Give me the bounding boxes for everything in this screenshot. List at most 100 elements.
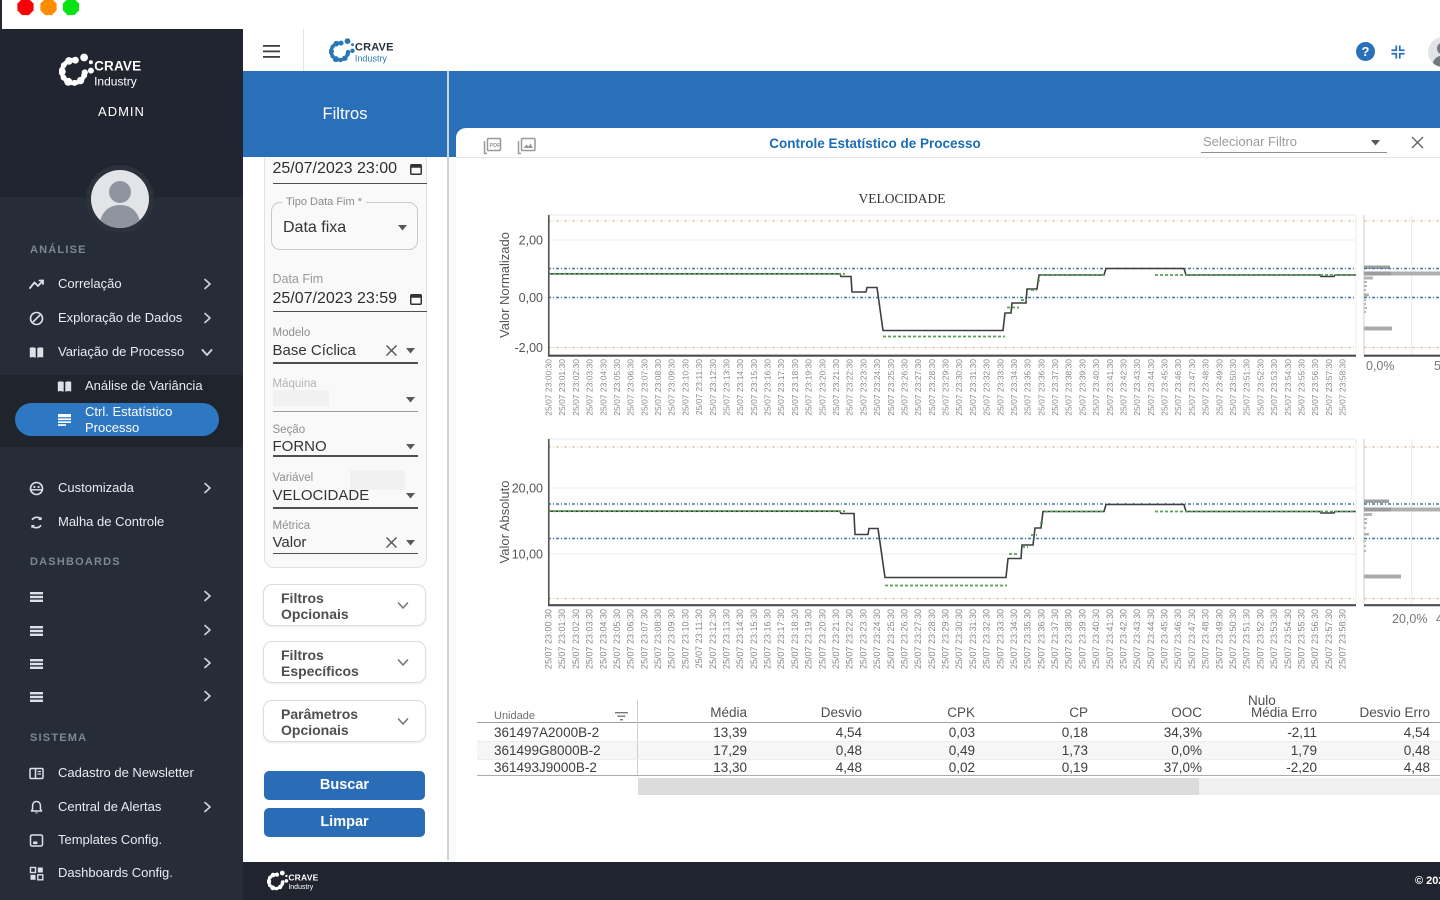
svg-text:25/07 23:21:30: 25/07 23:21:30 xyxy=(831,359,841,416)
svg-text:25/07 23:21:30: 25/07 23:21:30 xyxy=(831,609,841,669)
svg-text:25/07 23:56:30: 25/07 23:56:30 xyxy=(1310,359,1320,416)
svg-text:25/07 23:45:30: 25/07 23:45:30 xyxy=(1160,609,1170,669)
svg-text:25/07 23:41:30: 25/07 23:41:30 xyxy=(1105,359,1115,416)
svg-text:25/07 23:25:30: 25/07 23:25:30 xyxy=(886,609,896,669)
svg-text:25/07 23:54:30: 25/07 23:54:30 xyxy=(1283,359,1293,416)
svg-text:CRAVE: CRAVE xyxy=(288,873,318,883)
svg-text:25/07 23:19:30: 25/07 23:19:30 xyxy=(804,359,814,416)
svg-text:Industry: Industry xyxy=(355,54,388,64)
svg-text:25/07 23:55:30: 25/07 23:55:30 xyxy=(1296,609,1306,669)
svg-text:-2,00: -2,00 xyxy=(515,341,544,355)
svg-text:25/07 23:14:30: 25/07 23:14:30 xyxy=(735,609,745,669)
svg-text:25/07 23:09:30: 25/07 23:09:30 xyxy=(667,359,677,416)
svg-text:25/07 23:45:30: 25/07 23:45:30 xyxy=(1160,359,1170,416)
svg-text:25/07 23:55:30: 25/07 23:55:30 xyxy=(1296,359,1306,416)
svg-text:25/07 23:26:30: 25/07 23:26:30 xyxy=(899,359,909,416)
svg-text:25/07 23:27:30: 25/07 23:27:30 xyxy=(913,609,923,669)
svg-text:25/07 23:14:30: 25/07 23:14:30 xyxy=(735,359,745,416)
svg-text:25/07 23:52:30: 25/07 23:52:30 xyxy=(1255,359,1265,416)
svg-text:25/07 23:29:30: 25/07 23:29:30 xyxy=(941,359,951,416)
svg-text:25/07 23:53:30: 25/07 23:53:30 xyxy=(1269,359,1279,416)
svg-text:10,00: 10,00 xyxy=(512,548,543,562)
svg-text:0,0%: 0,0% xyxy=(1366,359,1395,373)
svg-text:25/07 23:32:30: 25/07 23:32:30 xyxy=(982,359,992,416)
svg-text:25/07 23:41:30: 25/07 23:41:30 xyxy=(1105,609,1115,669)
svg-text:25/07 23:03:30: 25/07 23:03:30 xyxy=(585,609,595,669)
svg-text:25/07 23:25:30: 25/07 23:25:30 xyxy=(886,359,896,416)
svg-text:25/07 23:57:30: 25/07 23:57:30 xyxy=(1324,359,1334,416)
svg-text:25/07 23:04:30: 25/07 23:04:30 xyxy=(598,359,608,416)
svg-text:25/07 23:24:30: 25/07 23:24:30 xyxy=(872,359,882,416)
svg-text:25/07 23:57:30: 25/07 23:57:30 xyxy=(1324,609,1334,669)
svg-text:25/07 23:13:30: 25/07 23:13:30 xyxy=(722,609,732,669)
svg-text:25/07 23:18:30: 25/07 23:18:30 xyxy=(790,609,800,669)
svg-text:25/07 23:32:30: 25/07 23:32:30 xyxy=(982,609,992,669)
svg-text:25/07 23:50:30: 25/07 23:50:30 xyxy=(1228,359,1238,416)
svg-text:40,0%: 40,0% xyxy=(1436,612,1440,626)
svg-text:25/07 23:07:30: 25/07 23:07:30 xyxy=(639,609,649,669)
svg-text:25/07 23:37:30: 25/07 23:37:30 xyxy=(1050,609,1060,669)
svg-text:25/07 23:42:30: 25/07 23:42:30 xyxy=(1119,359,1129,416)
svg-text:25/07 23:26:30: 25/07 23:26:30 xyxy=(899,609,909,669)
svg-text:25/07 23:36:30: 25/07 23:36:30 xyxy=(1036,359,1046,416)
svg-text:25/07 23:44:30: 25/07 23:44:30 xyxy=(1146,359,1156,416)
svg-text:25/07 23:51:30: 25/07 23:51:30 xyxy=(1242,609,1252,669)
svg-text:20,00: 20,00 xyxy=(512,482,543,496)
svg-text:25/07 23:04:30: 25/07 23:04:30 xyxy=(598,609,608,669)
svg-text:CRAVE: CRAVE xyxy=(355,42,394,54)
svg-text:25/07 23:47:30: 25/07 23:47:30 xyxy=(1187,359,1197,416)
svg-text:25/07 23:33:30: 25/07 23:33:30 xyxy=(995,609,1005,669)
svg-text:25/07 23:35:30: 25/07 23:35:30 xyxy=(1023,609,1033,669)
svg-text:25/07 23:12:30: 25/07 23:12:30 xyxy=(708,359,718,416)
svg-text:25/07 23:08:30: 25/07 23:08:30 xyxy=(653,609,663,669)
svg-text:25/07 23:20:30: 25/07 23:20:30 xyxy=(817,609,827,669)
svg-text:25/07 23:08:30: 25/07 23:08:30 xyxy=(653,359,663,416)
svg-text:Valor Normalizado: Valor Normalizado xyxy=(497,232,512,338)
svg-text:25/07 23:19:30: 25/07 23:19:30 xyxy=(804,609,814,669)
svg-text:2,00: 2,00 xyxy=(519,234,543,248)
svg-text:25/07 23:30:30: 25/07 23:30:30 xyxy=(954,359,964,416)
svg-text:25/07 23:46:30: 25/07 23:46:30 xyxy=(1173,359,1183,416)
svg-text:25/07 23:53:30: 25/07 23:53:30 xyxy=(1269,609,1279,669)
svg-text:25/07 23:13:30: 25/07 23:13:30 xyxy=(722,359,732,416)
svg-text:25/07 23:29:30: 25/07 23:29:30 xyxy=(941,609,951,669)
svg-text:25/07 23:35:30: 25/07 23:35:30 xyxy=(1023,359,1033,416)
svg-text:PDF: PDF xyxy=(490,143,502,149)
svg-text:25/07 23:16:30: 25/07 23:16:30 xyxy=(763,609,773,669)
svg-text:25/07 23:49:30: 25/07 23:49:30 xyxy=(1214,359,1224,416)
svg-text:25/07 23:40:30: 25/07 23:40:30 xyxy=(1091,359,1101,416)
svg-text:25/07 23:52:30: 25/07 23:52:30 xyxy=(1255,609,1265,669)
svg-text:25/07 23:49:30: 25/07 23:49:30 xyxy=(1214,609,1224,669)
svg-text:25/07 23:22:30: 25/07 23:22:30 xyxy=(845,609,855,669)
svg-text:25/07 23:06:30: 25/07 23:06:30 xyxy=(626,609,636,669)
svg-text:25/07 23:24:30: 25/07 23:24:30 xyxy=(872,609,882,669)
svg-text:25/07 23:06:30: 25/07 23:06:30 xyxy=(626,359,636,416)
svg-text:Industry: Industry xyxy=(94,75,137,89)
svg-text:25/07 23:27:30: 25/07 23:27:30 xyxy=(913,359,923,416)
svg-text:25/07 23:50:30: 25/07 23:50:30 xyxy=(1228,609,1238,669)
svg-text:25/07 23:51:30: 25/07 23:51:30 xyxy=(1242,359,1252,416)
svg-text:25/07 23:17:30: 25/07 23:17:30 xyxy=(776,359,786,416)
svg-text:25/07 23:43:30: 25/07 23:43:30 xyxy=(1132,609,1142,669)
svg-text:25/07 23:39:30: 25/07 23:39:30 xyxy=(1077,609,1087,669)
svg-text:25/07 23:18:30: 25/07 23:18:30 xyxy=(790,359,800,416)
svg-text:25/07 23:36:30: 25/07 23:36:30 xyxy=(1036,609,1046,669)
svg-text:25/07 23:38:30: 25/07 23:38:30 xyxy=(1064,609,1074,669)
svg-text:25/07 23:46:30: 25/07 23:46:30 xyxy=(1173,609,1183,669)
svg-text:25/07 23:02:30: 25/07 23:02:30 xyxy=(571,359,581,416)
svg-text:25/07 23:56:30: 25/07 23:56:30 xyxy=(1310,609,1320,669)
svg-text:25/07 23:40:30: 25/07 23:40:30 xyxy=(1091,609,1101,669)
svg-text:25/07 23:54:30: 25/07 23:54:30 xyxy=(1283,609,1293,669)
svg-text:25/07 23:11:30: 25/07 23:11:30 xyxy=(694,609,704,668)
svg-text:25/07 23:10:30: 25/07 23:10:30 xyxy=(680,359,690,416)
svg-text:25/07 23:15:30: 25/07 23:15:30 xyxy=(749,359,759,416)
svg-text:25/07 23:01:30: 25/07 23:01:30 xyxy=(557,359,567,416)
svg-text:25/07 23:16:30: 25/07 23:16:30 xyxy=(763,359,773,416)
svg-text:25/07 23:42:30: 25/07 23:42:30 xyxy=(1119,609,1129,669)
svg-text:25/07 23:33:30: 25/07 23:33:30 xyxy=(995,359,1005,416)
svg-text:Industry: Industry xyxy=(288,884,313,891)
svg-text:VELOCIDADE: VELOCIDADE xyxy=(859,191,946,206)
svg-text:25/07 23:23:30: 25/07 23:23:30 xyxy=(858,359,868,416)
svg-text:25/07 23:00:30: 25/07 23:00:30 xyxy=(544,609,554,669)
svg-text:25/07 23:09:30: 25/07 23:09:30 xyxy=(667,609,677,669)
